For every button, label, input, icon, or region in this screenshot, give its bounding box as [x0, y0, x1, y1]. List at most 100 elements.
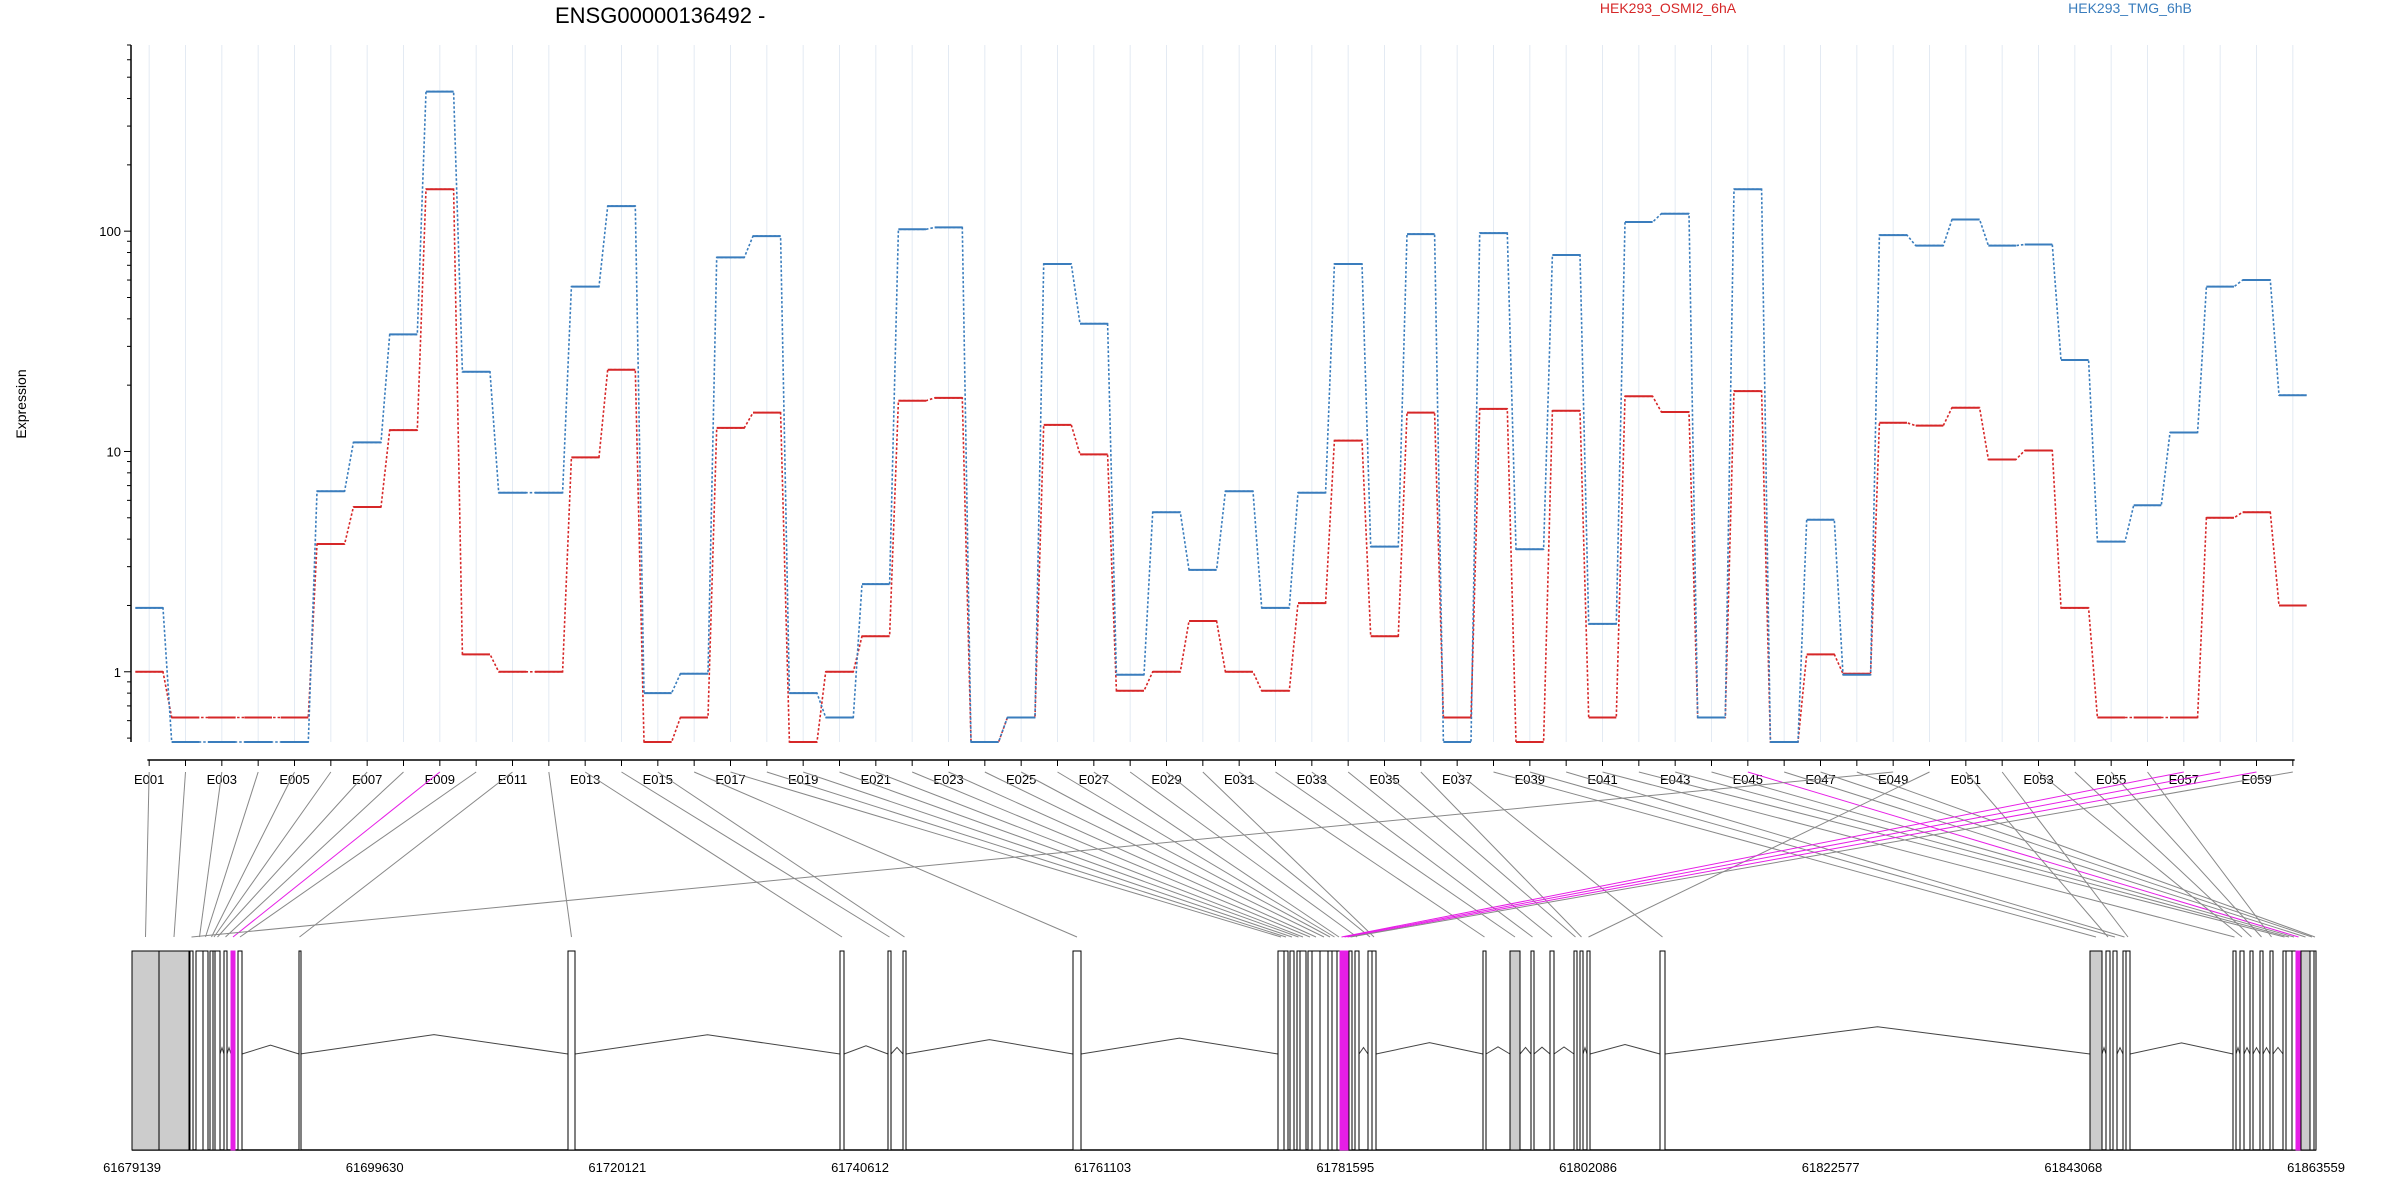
exon-connector: [875, 771, 1304, 938]
exon-label: E011: [498, 772, 527, 787]
exon-block: [230, 950, 236, 1151]
exon-block: [2300, 950, 2311, 1151]
exon-block: [158, 950, 190, 1151]
intron: [1358, 1046, 1369, 1055]
exon-block: [202, 950, 209, 1151]
exon-block: [1659, 950, 1666, 1151]
exon-block: [2239, 950, 2245, 1151]
exon-connector: [1420, 771, 1582, 938]
exon-block: [2125, 950, 2131, 1151]
exon-block: [1327, 950, 1333, 1151]
intron: [1519, 1046, 1532, 1055]
exon-connector: [803, 771, 1293, 938]
series-line: [135, 188, 2307, 743]
exon-connector: [1347, 771, 1553, 938]
exon-label: E015: [643, 772, 673, 787]
y-tick-label: 100: [99, 224, 121, 239]
exon-label: E017: [715, 772, 745, 787]
exon-block: [2291, 950, 2297, 1151]
exon-block: [1354, 950, 1360, 1151]
exon-connector: [1638, 771, 2285, 938]
exon-connector: [2001, 771, 2129, 938]
exon-connector: [1238, 771, 1485, 938]
exon-connector: [225, 771, 404, 938]
exon-label: E031: [1224, 772, 1254, 787]
exon-connector: [1057, 771, 1335, 938]
intron: [2272, 1046, 2284, 1055]
exon-connector: [1347, 771, 2257, 938]
exon-connector: [911, 771, 1311, 938]
intron: [1485, 1046, 1511, 1055]
exon-connector: [1675, 771, 2290, 938]
exon-block: [2105, 950, 2111, 1151]
exon-block: [1299, 950, 1307, 1151]
exon-block: [2112, 950, 2118, 1151]
exon-block: [1307, 950, 1313, 1151]
exon-block: [1319, 950, 1329, 1151]
intron: [2101, 1046, 2107, 1055]
exon-block: [902, 950, 907, 1151]
exon-block: [189, 950, 194, 1151]
exon-label: E043: [1660, 772, 1690, 787]
intron: [241, 1044, 300, 1055]
exon-block: [1579, 950, 1584, 1151]
intron: [2129, 1042, 2234, 1055]
exon-label: E005: [279, 772, 309, 787]
exon-connector: [1566, 771, 2125, 938]
exon-block: [195, 950, 204, 1151]
y-axis: 1 10 100: [99, 44, 132, 742]
exon-connector: [839, 771, 1299, 938]
exon-label: E045: [1733, 772, 1763, 787]
intron: [299, 1034, 569, 1055]
exon-connector: [1711, 771, 2295, 938]
exon-block: [1573, 950, 1578, 1151]
exon-connector: [1350, 771, 2293, 938]
chart-title: ENSG00000136492 -: [555, 3, 765, 28]
exon-block: [1367, 950, 1373, 1151]
intron: [219, 1046, 225, 1055]
exon-label: E009: [425, 772, 455, 787]
exon-label: E057: [2169, 772, 2199, 787]
exon-connector: [1311, 771, 1533, 938]
exon-block: [2249, 950, 2254, 1151]
vertical-gridlines: [148, 45, 2294, 742]
exon-label: E013: [570, 772, 600, 787]
exon-connector: [191, 771, 1894, 938]
genomic-coordinate-label: 61699630: [346, 1160, 404, 1175]
exon-connector: [239, 771, 477, 938]
y-tick-label: 10: [107, 444, 121, 459]
intron: [2262, 1046, 2271, 1055]
exon-connector: [1820, 771, 2313, 938]
exon-block: [2295, 950, 2302, 1151]
exon-connector: [1965, 771, 2109, 938]
exon-connector: [1020, 771, 1331, 938]
exon-block: [131, 950, 160, 1151]
exon-label: E059: [2241, 772, 2271, 787]
genomic-coordinate-label: 61679139: [103, 1160, 161, 1175]
exon-block: [1331, 950, 1338, 1151]
y-axis-label: Expression: [13, 369, 29, 438]
exon-connector: [299, 771, 513, 938]
exon-block: [887, 950, 892, 1151]
exon-connector: [1344, 771, 2221, 938]
exon-connector: [205, 771, 259, 938]
intron: [890, 1046, 904, 1055]
exon-block: [2089, 950, 2103, 1151]
exon-label: E051: [1951, 772, 1981, 787]
exon-block: [1371, 950, 1377, 1151]
genomic-coordinate-label: 61720121: [588, 1160, 646, 1175]
exon-connector: [217, 771, 368, 938]
exon-label: E041: [1587, 772, 1617, 787]
genomic-coordinate-label: 61781595: [1316, 1160, 1374, 1175]
series-lines: [135, 90, 2307, 743]
legend-label-series-b: HEK293_TMG_6hB: [2068, 0, 2192, 16]
exon-label: E019: [788, 772, 818, 787]
exon-connector: [213, 771, 332, 938]
exon-connector: [2074, 771, 2252, 938]
exon-block: [1283, 950, 1289, 1151]
exon-label: E029: [1151, 772, 1181, 787]
exon-connector: [1093, 771, 1340, 938]
intron: [1582, 1046, 1588, 1055]
exon-label: E035: [1369, 772, 1399, 787]
